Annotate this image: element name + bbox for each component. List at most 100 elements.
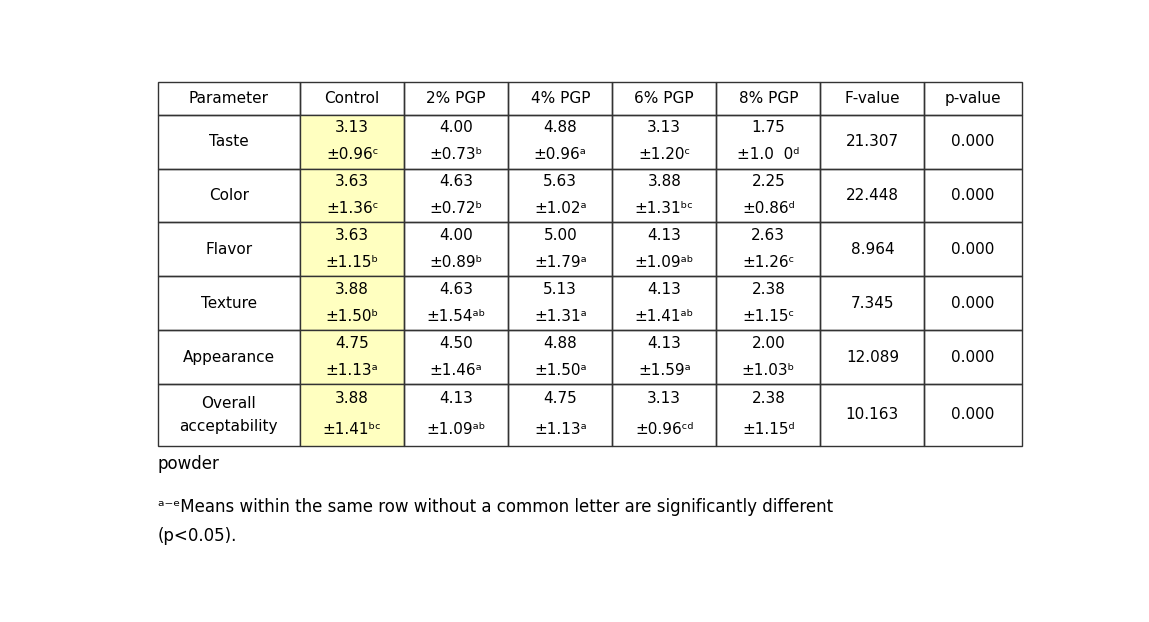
Text: 2.38: 2.38 [751,391,785,406]
Text: 5.63: 5.63 [543,174,577,189]
Bar [404,169,508,223]
Text: 10.163: 10.163 [846,407,899,422]
Bar [300,114,404,169]
Bar [404,330,508,384]
Text: ±0.73ᵇ: ±0.73ᵇ [430,147,483,162]
Bar [157,330,300,384]
Bar [612,330,716,384]
Text: ±0.96ᵃ: ±0.96ᵃ [534,147,587,162]
Text: 6% PGP: 6% PGP [634,91,694,106]
Text: ±1.50ᵃ: ±1.50ᵃ [534,363,587,378]
Bar [404,223,508,276]
Text: 0.000: 0.000 [951,242,995,257]
Bar [820,82,925,114]
Text: Flavor: Flavor [206,242,253,257]
Text: 4.63: 4.63 [439,174,473,189]
Bar [508,276,612,330]
Text: ±1.50ᵇ: ±1.50ᵇ [325,309,379,324]
Text: powder: powder [157,455,219,473]
Text: 3.13: 3.13 [647,120,681,135]
Bar [716,384,820,446]
Text: 0.000: 0.000 [951,407,995,422]
Text: ±1.41ᵇᶜ: ±1.41ᵇᶜ [323,422,381,437]
Bar [404,276,508,330]
Bar [157,223,300,276]
Bar [508,384,612,446]
Text: 5.00: 5.00 [543,228,577,243]
Text: 3.13: 3.13 [336,120,369,135]
Text: ±1.20ᶜ: ±1.20ᶜ [638,147,691,162]
Text: 2.63: 2.63 [751,228,785,243]
Text: 3.63: 3.63 [336,228,369,243]
Bar [300,276,404,330]
Text: ±1.46ᵃ: ±1.46ᵃ [430,363,483,378]
Bar [925,82,1021,114]
Bar [157,276,300,330]
Text: ±1.03ᵇ: ±1.03ᵇ [742,363,795,378]
Text: Control: Control [324,91,380,106]
Text: Color: Color [209,188,249,203]
Bar [820,114,925,169]
Bar [508,169,612,223]
Text: 4.00: 4.00 [439,228,473,243]
Text: ±1.36ᶜ: ±1.36ᶜ [326,201,378,216]
Text: ±1.0  0ᵈ: ±1.0 0ᵈ [738,147,800,162]
Text: ±0.89ᵇ: ±0.89ᵇ [430,255,483,270]
Text: ±1.26ᶜ: ±1.26ᶜ [742,255,794,270]
Text: 4.00: 4.00 [439,120,473,135]
Bar [820,223,925,276]
Text: 3.88: 3.88 [336,282,369,297]
Text: F-value: F-value [845,91,900,106]
Bar [157,82,300,114]
Bar [508,223,612,276]
Text: 4.75: 4.75 [336,336,369,351]
Text: 5.13: 5.13 [543,282,577,297]
Bar [508,82,612,114]
Text: 4.75: 4.75 [543,391,577,406]
Text: 0.000: 0.000 [951,134,995,149]
Text: 4.13: 4.13 [647,336,681,351]
Bar [820,169,925,223]
Text: p-value: p-value [944,91,1002,106]
Text: ±1.09ᵃᵇ: ±1.09ᵃᵇ [634,255,694,270]
Text: 4.50: 4.50 [439,336,473,351]
Text: Parameter: Parameter [188,91,269,106]
Bar [925,384,1021,446]
Bar [612,276,716,330]
Bar [716,276,820,330]
Text: 4.13: 4.13 [647,228,681,243]
Text: ±1.09ᵃᵇ: ±1.09ᵃᵇ [426,422,486,437]
Text: ±0.96ᶜ: ±0.96ᶜ [326,147,378,162]
Bar [820,330,925,384]
Bar [404,114,508,169]
Bar [925,223,1021,276]
Text: ±1.15ᵇ: ±1.15ᵇ [325,255,379,270]
Text: 7.345: 7.345 [850,296,894,311]
Text: 3.88: 3.88 [336,391,369,406]
Text: 3.13: 3.13 [647,391,681,406]
Bar [157,114,300,169]
Bar [612,169,716,223]
Bar [612,82,716,114]
Text: ±1.54ᵃᵇ: ±1.54ᵃᵇ [426,309,486,324]
Bar [300,223,404,276]
Bar [157,169,300,223]
Bar [716,82,820,114]
Text: 12.089: 12.089 [846,350,899,364]
Text: Overall
acceptability: Overall acceptability [179,396,278,434]
Text: ±1.15ᶜ: ±1.15ᶜ [742,309,794,324]
Text: ±1.02ᵃ: ±1.02ᵃ [534,201,587,216]
Bar [820,276,925,330]
Bar [820,384,925,446]
Bar [716,223,820,276]
Text: ±1.13ᵃ: ±1.13ᵃ [534,422,587,437]
Text: 2.25: 2.25 [751,174,785,189]
Text: ±1.31ᵃ: ±1.31ᵃ [534,309,587,324]
Text: 4.88: 4.88 [543,120,577,135]
Bar [300,169,404,223]
Text: ±1.15ᵈ: ±1.15ᵈ [742,422,795,437]
Bar [157,384,300,446]
Text: 3.63: 3.63 [336,174,369,189]
Text: 4% PGP: 4% PGP [531,91,589,106]
Text: Appearance: Appearance [183,350,275,364]
